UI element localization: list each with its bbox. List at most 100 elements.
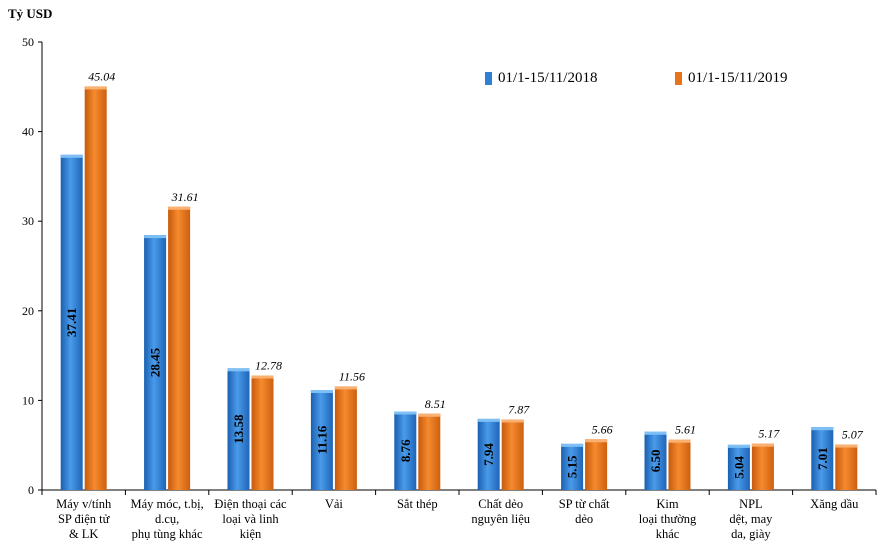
x-category-label: loại thường bbox=[639, 512, 697, 526]
bar-cap bbox=[310, 390, 333, 394]
axes: 0 10 20 30 40 50 bbox=[22, 35, 877, 497]
x-category-label: dệt, may bbox=[729, 512, 773, 526]
bar bbox=[644, 431, 667, 490]
legend-swatch-2019 bbox=[675, 72, 682, 85]
bar-cap bbox=[501, 419, 524, 423]
y-tick-label: 50 bbox=[22, 35, 34, 49]
bar bbox=[811, 427, 834, 490]
data-label-2018: 37.41 bbox=[64, 308, 79, 337]
data-label-2018: 13.58 bbox=[231, 414, 246, 444]
y-tick-label: 40 bbox=[22, 125, 34, 139]
bar bbox=[144, 235, 167, 490]
bar-cap bbox=[561, 443, 584, 447]
x-category-label: kiện bbox=[240, 527, 262, 541]
x-category-label: da, giày bbox=[731, 527, 771, 541]
bar-cap bbox=[751, 443, 774, 447]
data-label-2018: 6.50 bbox=[648, 450, 663, 473]
y-tick-label: 0 bbox=[28, 483, 34, 497]
data-label-2018: 8.76 bbox=[398, 439, 413, 462]
bars bbox=[60, 86, 858, 491]
data-label-2018: 5.04 bbox=[731, 456, 746, 479]
legend-label-2018: 01/1-15/11/2018 bbox=[498, 70, 598, 86]
bar bbox=[418, 413, 441, 490]
bar bbox=[727, 444, 750, 490]
data-label-2018: 5.15 bbox=[565, 455, 580, 478]
bar bbox=[227, 368, 250, 490]
bar-cap bbox=[60, 154, 83, 158]
x-category-label: SP từ chất bbox=[559, 497, 610, 511]
data-label-2019: 8.51 bbox=[425, 397, 446, 411]
bar bbox=[501, 419, 524, 490]
bar-cap bbox=[168, 206, 191, 210]
legend-swatch-2018 bbox=[485, 72, 492, 85]
x-category-label: Điện thoại các bbox=[214, 497, 287, 511]
data-label-2018: 28.45 bbox=[148, 347, 163, 377]
x-category-label: Máy v/tính bbox=[56, 497, 112, 511]
data-labels: 37.41 45.04 28.45 31.61 13.58 12.78 11.16 11.56… bbox=[64, 69, 864, 478]
bar bbox=[835, 444, 858, 490]
bar bbox=[60, 154, 83, 490]
bar bbox=[668, 439, 691, 490]
x-category-label: d.cụ, bbox=[155, 512, 179, 526]
bar-cap bbox=[251, 375, 274, 379]
data-label-2019: 45.04 bbox=[88, 69, 115, 83]
x-category-label: SP điện tử bbox=[58, 512, 111, 526]
data-label-2018: 7.01 bbox=[815, 447, 830, 470]
y-tick-label: 10 bbox=[22, 393, 34, 407]
bar bbox=[394, 411, 417, 490]
legend-item-2018: 01/1-15/11/2018 bbox=[485, 70, 597, 87]
data-label-2019: 5.66 bbox=[592, 422, 613, 436]
x-category-label: phụ tùng khác bbox=[132, 527, 203, 541]
bar-cap bbox=[477, 418, 500, 422]
x-category-label: Chất dẻo bbox=[478, 497, 523, 511]
data-label-2019: 7.87 bbox=[508, 402, 530, 416]
bar-cap bbox=[394, 411, 417, 415]
bar bbox=[310, 390, 333, 490]
bar bbox=[585, 439, 608, 490]
x-category-label: nguyên liệu bbox=[471, 512, 530, 526]
data-label-2019: 12.78 bbox=[255, 358, 282, 372]
data-label-2019: 5.61 bbox=[675, 423, 696, 437]
bar-cap bbox=[334, 386, 357, 390]
x-category-label: loại và linh bbox=[222, 512, 279, 526]
data-label-2019: 11.56 bbox=[339, 369, 365, 383]
x-category-label: Vải bbox=[325, 497, 344, 511]
data-label-2019: 5.07 bbox=[842, 428, 864, 442]
bar bbox=[477, 418, 500, 490]
bar-cap bbox=[644, 431, 667, 435]
bar bbox=[168, 206, 191, 490]
bar-cap bbox=[84, 86, 107, 90]
x-category-label: Xăng dầu bbox=[810, 497, 859, 511]
y-axis-title: Tỷ USD bbox=[8, 6, 53, 21]
x-category-label: & LK bbox=[69, 527, 99, 541]
data-label-2019: 31.61 bbox=[171, 190, 199, 204]
x-category-label: Kim bbox=[656, 497, 679, 511]
x-category-label: NPL bbox=[739, 497, 763, 511]
bar-cap bbox=[727, 444, 750, 448]
x-category-label: dẻo bbox=[575, 512, 593, 526]
x-category-label: Máy móc, t.bị, bbox=[130, 497, 203, 511]
y-tick-label: 20 bbox=[22, 304, 34, 318]
legend-item-2019: 01/1-15/11/2019 bbox=[675, 70, 787, 87]
bar bbox=[751, 443, 774, 490]
bar-cap bbox=[811, 427, 834, 431]
bar-cap bbox=[835, 444, 858, 448]
bar bbox=[251, 375, 274, 490]
data-label-2019: 5.17 bbox=[758, 427, 780, 441]
bar-cap bbox=[418, 413, 441, 417]
bar bbox=[84, 86, 107, 491]
bar-cap bbox=[144, 235, 167, 239]
bar-cap bbox=[227, 368, 250, 372]
data-label-2018: 7.94 bbox=[481, 443, 496, 466]
bar-cap bbox=[585, 439, 608, 443]
bar bbox=[334, 386, 357, 490]
bar bbox=[561, 443, 584, 490]
y-tick-label: 30 bbox=[22, 214, 34, 228]
x-category-label: Sắt thép bbox=[397, 497, 438, 511]
data-label-2018: 11.16 bbox=[314, 425, 329, 454]
legend-label-2019: 01/1-15/11/2019 bbox=[688, 70, 788, 86]
bar-cap bbox=[668, 439, 691, 443]
x-category-label: khác bbox=[656, 527, 680, 541]
